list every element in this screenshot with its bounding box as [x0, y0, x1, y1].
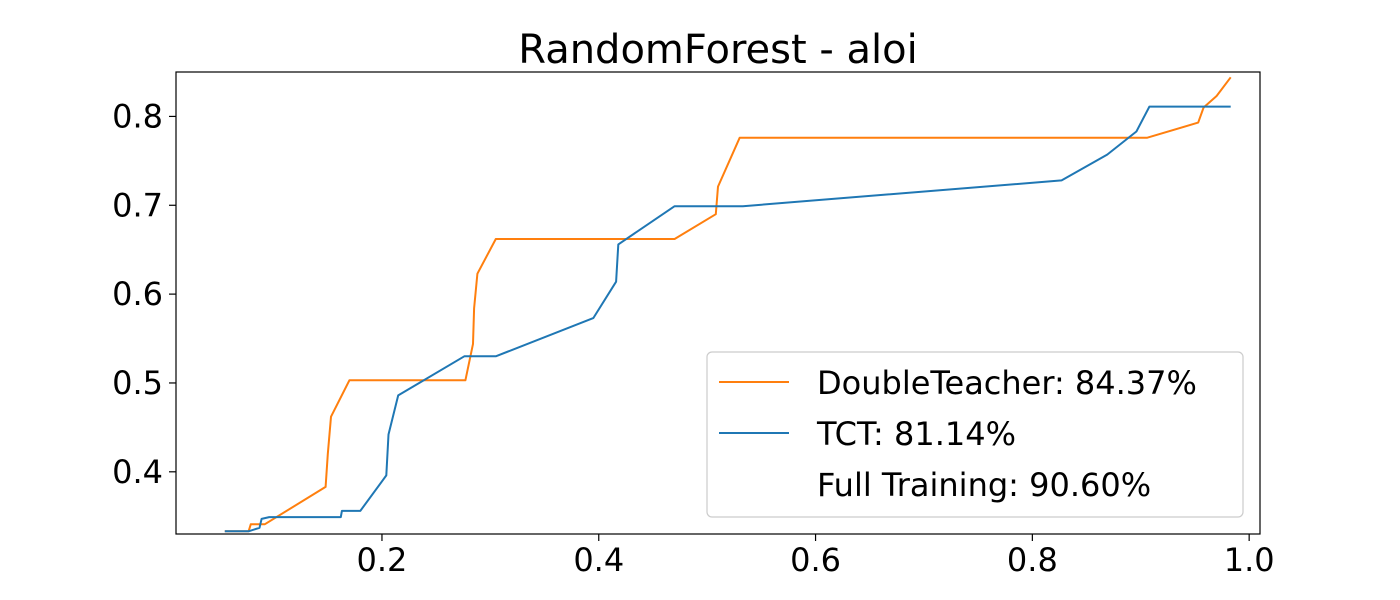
x-tick-label: 0.2 — [357, 541, 408, 579]
y-tick-label: 0.4 — [112, 453, 163, 491]
x-axis: 0.2 0.4 0.6 0.8 1.0 — [357, 534, 1275, 579]
series-line-0 — [224, 76, 1232, 533]
legend-label-2: Full Training: 90.60% — [817, 466, 1151, 504]
x-tick-label: 0.4 — [573, 541, 624, 579]
y-tick-label: 0.6 — [112, 275, 163, 313]
series-line-1 — [224, 105, 1231, 533]
x-tick-label: 0.8 — [1007, 541, 1058, 579]
y-tick-label: 0.7 — [112, 186, 163, 224]
plot-frame — [175, 71, 1261, 535]
legend-label-1: TCT: 81.14% — [816, 415, 1016, 453]
y-tick-label: 0.5 — [112, 364, 163, 402]
x-tick-label: 0.6 — [790, 541, 841, 579]
y-axis: 0.4 0.5 0.6 0.7 0.8 — [112, 97, 176, 491]
legend-box — [706, 351, 1244, 518]
x-tick-label: 1.0 — [1224, 541, 1275, 579]
y-tick-label: 0.8 — [112, 97, 163, 135]
legend-label-0: DoubleTeacher: 84.37% — [817, 364, 1197, 402]
legend: DoubleTeacher: 84.37% TCT: 81.14% Full Tra… — [706, 351, 1244, 518]
chart-title: RandomForest - aloi — [518, 27, 917, 73]
plot-lines — [224, 76, 1232, 533]
